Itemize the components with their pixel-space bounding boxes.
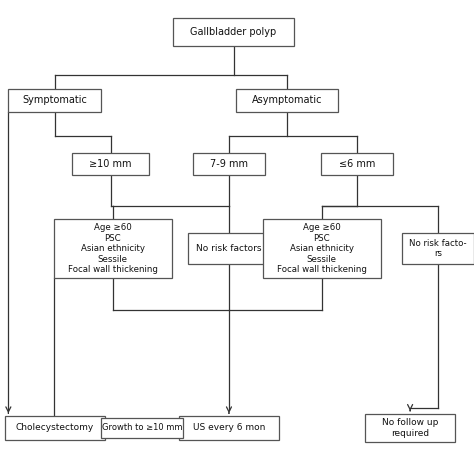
FancyBboxPatch shape <box>179 416 279 439</box>
Text: No risk facto-
rs: No risk facto- rs <box>409 239 467 258</box>
Text: No follow up
required: No follow up required <box>382 418 438 438</box>
Text: Asymptomatic: Asymptomatic <box>252 95 322 105</box>
Text: US every 6 mon: US every 6 mon <box>193 423 265 432</box>
FancyBboxPatch shape <box>101 418 183 438</box>
FancyBboxPatch shape <box>193 153 265 175</box>
FancyBboxPatch shape <box>9 89 101 112</box>
Text: Growth to ≥10 mm: Growth to ≥10 mm <box>102 423 182 432</box>
FancyBboxPatch shape <box>5 416 105 439</box>
FancyBboxPatch shape <box>402 234 474 264</box>
Text: Symptomatic: Symptomatic <box>22 95 87 105</box>
FancyBboxPatch shape <box>54 219 172 278</box>
Text: No risk factors: No risk factors <box>196 244 262 253</box>
FancyBboxPatch shape <box>365 414 456 442</box>
Text: ≤6 mm: ≤6 mm <box>338 159 375 169</box>
FancyBboxPatch shape <box>188 234 270 264</box>
Text: Gallbladder polyp: Gallbladder polyp <box>191 27 277 37</box>
FancyBboxPatch shape <box>72 153 149 175</box>
FancyBboxPatch shape <box>321 153 392 175</box>
Text: 7-9 mm: 7-9 mm <box>210 159 248 169</box>
Text: Age ≥60
PSC
Asian ethnicity
Sessile
Focal wall thickening: Age ≥60 PSC Asian ethnicity Sessile Foca… <box>68 223 158 274</box>
FancyBboxPatch shape <box>263 219 381 278</box>
Text: Age ≥60
PSC
Asian ethnicity
Sessile
Focal wall thickening: Age ≥60 PSC Asian ethnicity Sessile Foca… <box>277 223 367 274</box>
FancyBboxPatch shape <box>173 18 294 46</box>
Text: Cholecystectomy: Cholecystectomy <box>16 423 94 432</box>
FancyBboxPatch shape <box>236 89 338 112</box>
Text: ≥10 mm: ≥10 mm <box>89 159 132 169</box>
